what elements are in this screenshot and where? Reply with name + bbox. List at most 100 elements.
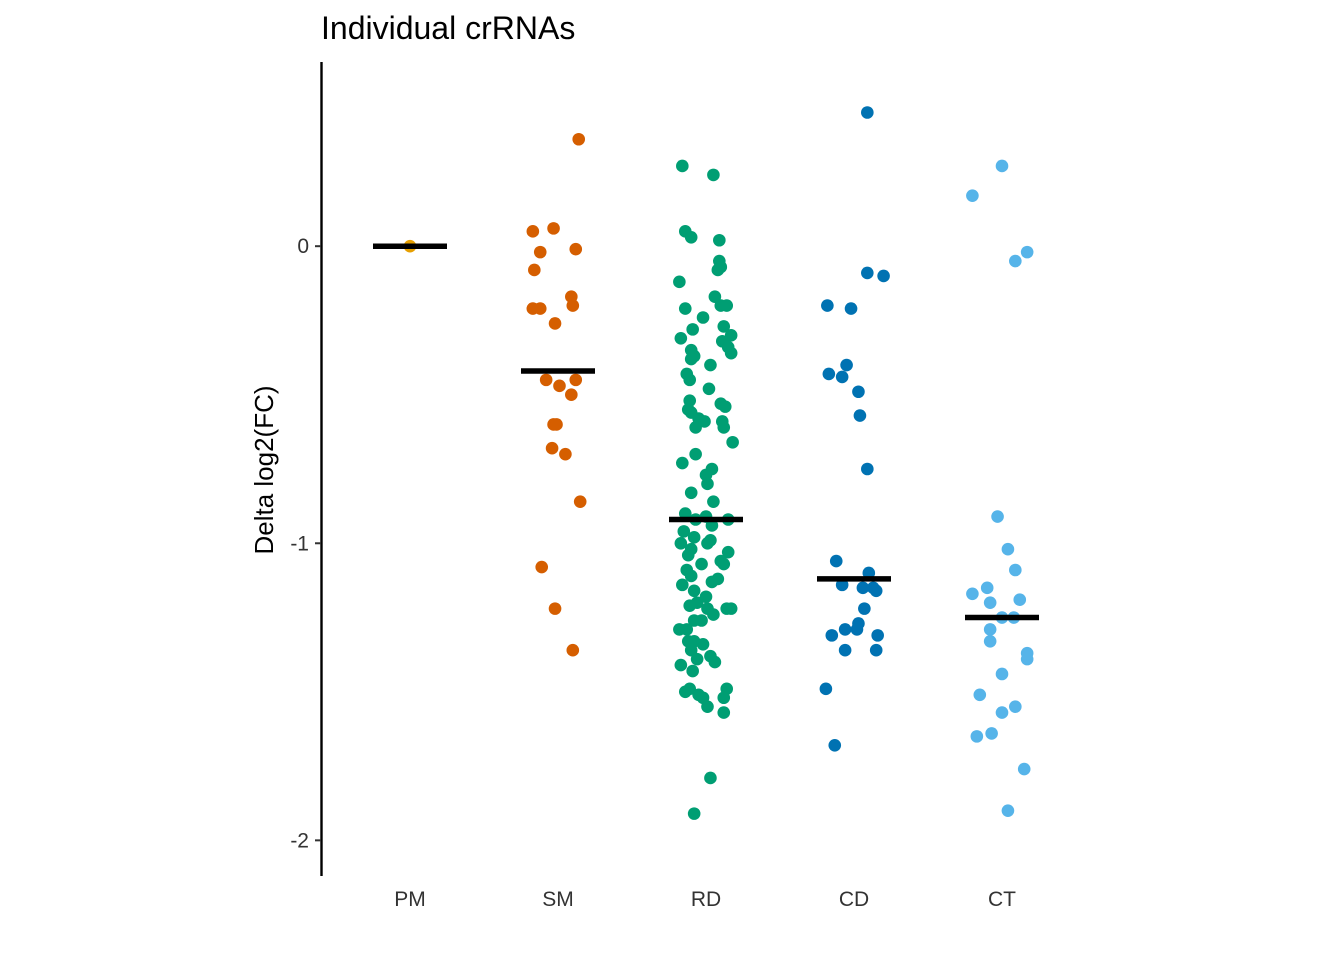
data-point — [683, 373, 697, 387]
data-point — [862, 566, 876, 580]
data-point — [696, 311, 710, 324]
data-point — [717, 691, 731, 705]
data-point — [861, 462, 874, 476]
data-point — [547, 222, 560, 235]
data-point — [680, 623, 694, 636]
data-point — [535, 560, 549, 574]
data-point — [973, 688, 987, 702]
data-point — [696, 637, 710, 651]
data-point — [699, 590, 713, 604]
data-point — [686, 323, 699, 336]
data-point — [569, 242, 583, 256]
data-point — [983, 635, 997, 648]
x-tick-label: RD — [691, 888, 721, 911]
data-point — [533, 302, 547, 315]
data-point — [1017, 762, 1031, 776]
data-point — [869, 643, 883, 657]
x-axis-ticks: PM SM RD CD CT — [394, 888, 1016, 911]
data-point — [572, 132, 586, 146]
data-point — [684, 352, 698, 366]
data-point — [707, 495, 720, 508]
data-point — [698, 415, 711, 428]
data-point — [726, 435, 739, 449]
data-point — [991, 510, 1004, 523]
data-point — [548, 317, 562, 330]
y-tick-label: -2 — [290, 829, 309, 852]
data-point — [708, 655, 722, 669]
data-point — [674, 658, 688, 672]
x-tick-label: PM — [394, 888, 426, 911]
y-axis-label: Delta log2(FC) — [249, 385, 279, 554]
data-point — [681, 548, 695, 562]
data-point — [705, 575, 719, 589]
y-tick-label: -1 — [290, 532, 309, 555]
data-point — [1013, 593, 1027, 607]
data-point — [695, 614, 708, 627]
data-point — [684, 569, 698, 583]
data-point — [565, 388, 578, 402]
data-point — [853, 409, 867, 422]
data-point — [678, 302, 692, 315]
y-axis-ticks: 0 -1 -2 — [290, 235, 321, 852]
data-point — [840, 358, 853, 372]
data-point — [861, 106, 874, 119]
data-point — [717, 557, 731, 571]
data-point — [983, 623, 997, 636]
data-point — [822, 367, 836, 381]
data-point — [548, 602, 562, 615]
data-point — [701, 700, 714, 713]
data-point — [970, 730, 984, 743]
data-point — [689, 447, 702, 461]
data-point — [676, 578, 689, 592]
data-point — [985, 727, 998, 740]
data-point — [724, 329, 738, 342]
data-point — [838, 643, 852, 657]
data-point — [858, 602, 871, 615]
data-point — [983, 596, 997, 609]
data-point — [850, 623, 864, 636]
median-lines — [373, 243, 1039, 621]
data-point — [566, 299, 580, 312]
data-point — [569, 373, 583, 387]
data-point — [980, 581, 994, 595]
data-point — [704, 771, 717, 785]
data-point — [705, 519, 719, 532]
data-point — [877, 269, 890, 283]
data-point — [701, 477, 714, 491]
data-point — [707, 608, 720, 621]
data-point — [717, 320, 731, 333]
data-point — [687, 807, 701, 820]
data-point — [720, 299, 734, 312]
data-point — [687, 584, 701, 598]
y-tick-label: 0 — [297, 235, 309, 258]
data-point — [720, 602, 734, 615]
data-point — [711, 263, 725, 277]
data-point — [695, 557, 708, 571]
data-point — [676, 456, 689, 470]
data-point — [966, 189, 979, 202]
data-point — [678, 685, 692, 699]
data-point — [835, 370, 849, 384]
chart-title: Individual crRNAs — [321, 10, 575, 46]
data-point — [573, 495, 587, 508]
data-point — [966, 587, 979, 601]
data-point — [1001, 804, 1015, 817]
data-point — [819, 682, 833, 696]
data-point — [871, 629, 884, 642]
data-points — [403, 106, 1034, 820]
data-point — [869, 584, 883, 598]
data-point — [852, 385, 865, 399]
data-point — [708, 290, 722, 303]
data-point — [717, 706, 731, 719]
data-point — [550, 418, 563, 431]
data-point — [687, 531, 701, 544]
data-point — [690, 652, 704, 666]
x-tick-label: CD — [839, 888, 869, 911]
data-point — [844, 302, 858, 315]
x-tick-label: SM — [542, 888, 574, 911]
data-point — [684, 486, 698, 500]
data-point — [995, 159, 1009, 173]
data-point — [674, 331, 688, 345]
data-point — [1001, 542, 1015, 556]
